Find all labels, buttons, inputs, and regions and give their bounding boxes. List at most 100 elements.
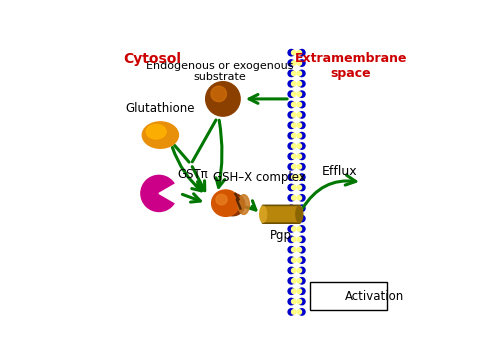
Circle shape xyxy=(292,289,296,293)
Circle shape xyxy=(288,91,294,97)
Circle shape xyxy=(298,143,305,149)
Circle shape xyxy=(292,196,296,200)
Circle shape xyxy=(297,175,302,179)
Circle shape xyxy=(288,112,294,118)
Circle shape xyxy=(292,51,296,55)
Circle shape xyxy=(298,112,305,118)
Circle shape xyxy=(288,288,294,294)
Circle shape xyxy=(292,237,296,242)
Circle shape xyxy=(288,216,294,222)
Circle shape xyxy=(297,92,302,96)
Circle shape xyxy=(288,60,294,66)
Circle shape xyxy=(297,51,302,55)
Text: Endogenous or exogenous
substrate: Endogenous or exogenous substrate xyxy=(146,61,294,82)
Circle shape xyxy=(288,257,294,263)
Circle shape xyxy=(297,71,302,76)
Circle shape xyxy=(288,267,294,274)
Circle shape xyxy=(292,310,296,314)
Circle shape xyxy=(292,144,296,148)
Circle shape xyxy=(288,236,294,243)
Ellipse shape xyxy=(212,190,240,216)
Circle shape xyxy=(292,113,296,117)
Circle shape xyxy=(297,165,302,169)
Circle shape xyxy=(292,154,296,158)
Text: Extramembrane
space: Extramembrane space xyxy=(294,52,407,80)
Circle shape xyxy=(297,258,302,262)
Circle shape xyxy=(292,299,296,304)
Circle shape xyxy=(292,248,296,252)
Circle shape xyxy=(288,195,294,201)
Circle shape xyxy=(297,206,302,210)
Circle shape xyxy=(298,101,305,108)
Circle shape xyxy=(298,278,305,284)
Circle shape xyxy=(292,82,296,86)
Text: GSTπ: GSTπ xyxy=(177,168,208,181)
Circle shape xyxy=(288,164,294,170)
Text: Efflux: Efflux xyxy=(322,165,358,178)
Circle shape xyxy=(298,205,305,212)
Circle shape xyxy=(206,82,240,116)
Text: Activation: Activation xyxy=(345,290,405,303)
Circle shape xyxy=(298,49,305,56)
Circle shape xyxy=(288,226,294,232)
Circle shape xyxy=(288,205,294,212)
Circle shape xyxy=(298,81,305,87)
Circle shape xyxy=(297,299,302,304)
Circle shape xyxy=(298,132,305,139)
Ellipse shape xyxy=(216,194,227,205)
Circle shape xyxy=(297,123,302,127)
Circle shape xyxy=(297,185,302,190)
Circle shape xyxy=(288,153,294,160)
Circle shape xyxy=(288,174,294,180)
Text: Cytosol: Cytosol xyxy=(123,52,181,66)
Circle shape xyxy=(292,227,296,231)
Circle shape xyxy=(292,175,296,179)
Circle shape xyxy=(297,279,302,283)
Ellipse shape xyxy=(238,195,250,214)
FancyBboxPatch shape xyxy=(262,205,300,223)
Circle shape xyxy=(298,164,305,170)
Circle shape xyxy=(292,185,296,190)
Circle shape xyxy=(292,216,296,221)
Circle shape xyxy=(288,247,294,253)
Ellipse shape xyxy=(220,193,245,216)
Circle shape xyxy=(288,49,294,56)
Circle shape xyxy=(288,81,294,87)
Circle shape xyxy=(288,184,294,191)
Circle shape xyxy=(292,165,296,169)
Circle shape xyxy=(297,144,302,148)
Circle shape xyxy=(298,91,305,97)
Circle shape xyxy=(297,154,302,158)
Circle shape xyxy=(297,216,302,221)
Circle shape xyxy=(297,237,302,242)
Circle shape xyxy=(298,174,305,180)
Circle shape xyxy=(288,143,294,149)
Circle shape xyxy=(298,70,305,77)
Circle shape xyxy=(288,299,294,305)
Circle shape xyxy=(298,257,305,263)
Circle shape xyxy=(288,132,294,139)
Circle shape xyxy=(297,82,302,86)
Circle shape xyxy=(298,153,305,160)
Circle shape xyxy=(297,196,302,200)
Circle shape xyxy=(292,92,296,96)
Circle shape xyxy=(292,258,296,262)
Circle shape xyxy=(292,102,296,107)
Circle shape xyxy=(298,60,305,66)
Circle shape xyxy=(292,279,296,283)
Circle shape xyxy=(297,134,302,138)
Circle shape xyxy=(298,226,305,232)
Circle shape xyxy=(298,299,305,305)
Circle shape xyxy=(297,102,302,107)
Circle shape xyxy=(297,310,302,314)
Text: Glutathione: Glutathione xyxy=(126,102,195,115)
Ellipse shape xyxy=(260,206,266,222)
Circle shape xyxy=(211,86,226,102)
Circle shape xyxy=(298,216,305,222)
Ellipse shape xyxy=(296,206,303,222)
Ellipse shape xyxy=(142,122,178,148)
Text: GSH–X complex: GSH–X complex xyxy=(213,171,306,184)
Circle shape xyxy=(297,289,302,293)
Circle shape xyxy=(298,195,305,201)
Circle shape xyxy=(298,288,305,294)
